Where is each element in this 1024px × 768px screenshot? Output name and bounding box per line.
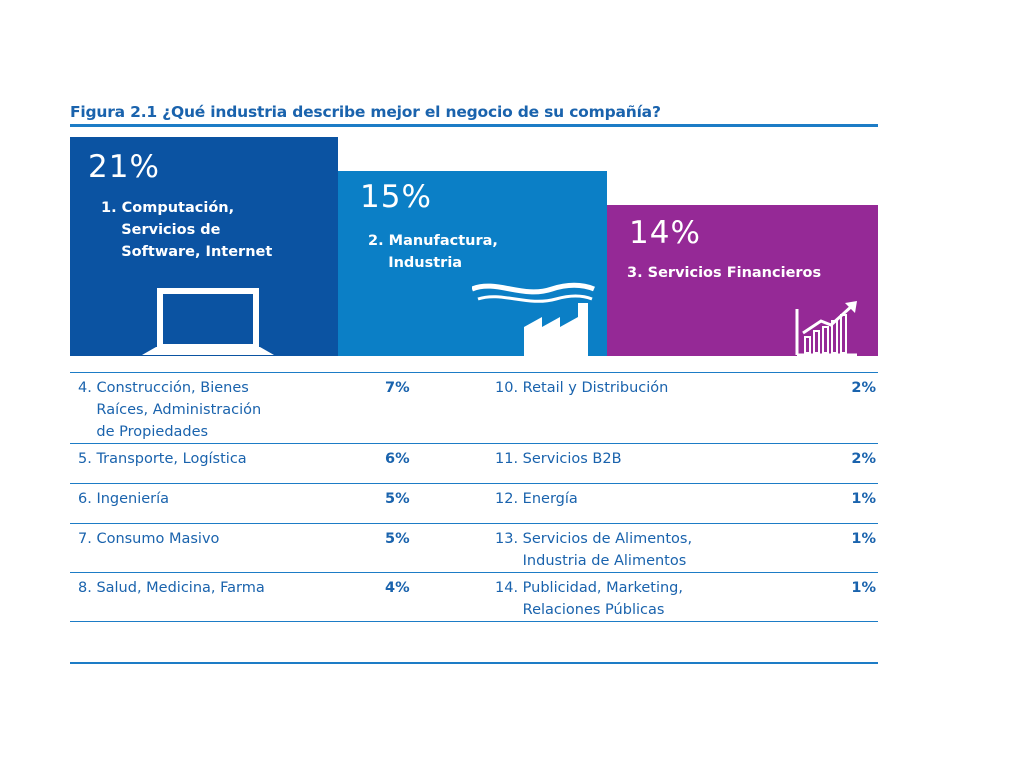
right-industry-percent: 1% (851, 491, 876, 507)
right-industry-percent: 2% (851, 451, 876, 467)
industry-table: 4. Construcción, Bienes Raíces, Administ… (70, 372, 878, 622)
right-industry-percent: 1% (851, 580, 876, 596)
table-row: 8. Salud, Medicina, Farma 4% 14. Publici… (70, 573, 878, 622)
table-row: 6. Ingeniería 5% 12. Energía 1% (70, 484, 878, 524)
block-percent: 14% (629, 215, 701, 251)
right-industry-name: 14. Publicidad, Marketing, Relaciones Pú… (495, 580, 683, 618)
right-industry-name: 11. Servicios B2B (495, 451, 622, 467)
right-industry-name: 10. Retail y Distribución (495, 380, 669, 396)
figure-title: Figura 2.1 ¿Qué industria describe mejor… (70, 103, 661, 121)
block-label: 3. Servicios Financieros (627, 265, 822, 281)
factory-icon (472, 282, 595, 356)
block-label: 1. Computación, Servicios de Software, I… (101, 200, 273, 260)
left-industry-percent: 5% (385, 491, 410, 507)
laptop-icon (142, 288, 274, 355)
right-industry-name: 12. Energía (495, 491, 578, 507)
bottom-rule (70, 662, 878, 664)
left-industry-name: 5. Transporte, Logística (78, 451, 247, 467)
block-label: 2. Manufactura, Industria (368, 233, 498, 271)
right-industry-percent: 2% (851, 380, 876, 396)
left-industry-percent: 6% (385, 451, 410, 467)
left-industry-name: 4. Construcción, Bienes Raíces, Administ… (78, 380, 262, 440)
top-rule (70, 124, 878, 127)
block-percent: 15% (360, 179, 432, 215)
bar-block-manufactura: 15% 2. Manufactura, Industria (338, 171, 607, 356)
right-industry-percent: 1% (851, 531, 876, 547)
table-row: 5. Transporte, Logística 6% 11. Servicio… (70, 444, 878, 484)
growth-chart-icon (795, 301, 857, 356)
left-industry-name: 8. Salud, Medicina, Farma (78, 580, 265, 596)
table-row: 4. Construcción, Bienes Raíces, Administ… (70, 372, 878, 444)
table-row: 7. Consumo Masivo 5% 13. Servicios de Al… (70, 524, 878, 573)
left-industry-percent: 7% (385, 380, 410, 396)
bar-block-servicios-financieros: 14% 3. Servicios Financieros (607, 205, 878, 356)
left-industry-percent: 4% (385, 580, 410, 596)
left-industry-name: 7. Consumo Masivo (78, 531, 220, 547)
bar-block-computacion: 21% 1. Computación, Servicios de Softwar… (70, 137, 338, 356)
block-percent: 21% (88, 149, 160, 185)
left-industry-percent: 5% (385, 531, 410, 547)
left-industry-name: 6. Ingeniería (78, 491, 170, 507)
right-industry-name: 13. Servicios de Alimentos, Industria de… (495, 531, 693, 569)
